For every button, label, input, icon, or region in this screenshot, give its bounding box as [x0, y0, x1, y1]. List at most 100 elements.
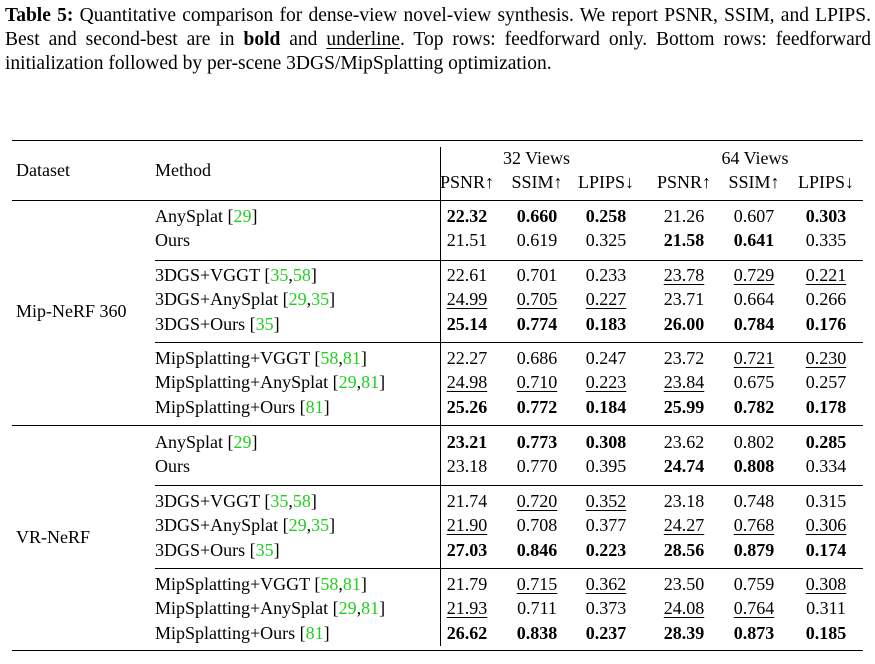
- cell: 28.56: [663, 539, 705, 560]
- cell: 0.838: [516, 622, 558, 643]
- cell: 0.710: [516, 372, 558, 393]
- method: MipSplatting+AnySplat [29,81]: [155, 598, 386, 619]
- cell: 0.395: [585, 456, 627, 477]
- cell: 21.51: [446, 230, 488, 251]
- header-metric: PSNR↑: [439, 172, 495, 192]
- cell: 23.78: [663, 265, 705, 285]
- caption-text: Quantitative comparison for dense-view n…: [5, 5, 871, 50]
- cell: 0.782: [733, 396, 775, 417]
- cell: 0.770: [516, 456, 558, 477]
- cell: 0.768: [733, 515, 775, 536]
- cell: 0.377: [585, 515, 627, 536]
- header-metric: PSNR↑: [656, 172, 712, 192]
- header-metric: SSIM↑: [728, 172, 780, 192]
- caption-underline: underline: [326, 29, 400, 50]
- method: MipSplatting+VGGT [58,81]: [155, 348, 367, 368]
- dataset: VR-NeRF: [16, 527, 91, 548]
- rule: [12, 200, 863, 201]
- cell: 0.223: [585, 539, 627, 560]
- cell: 24.98: [446, 372, 488, 393]
- method: 3DGS+VGGT [35,58]: [155, 265, 317, 285]
- cell: 0.773: [516, 432, 558, 452]
- method: AnySplat [29]: [155, 432, 258, 452]
- cell: 0.607: [733, 206, 775, 226]
- cell: 27.03: [446, 539, 488, 560]
- cell: 0.352: [585, 491, 627, 511]
- rule: [155, 260, 863, 261]
- cell: 25.26: [446, 396, 488, 417]
- rule: [440, 147, 441, 646]
- cell: 0.711: [517, 598, 557, 619]
- cell: 0.708: [516, 515, 558, 536]
- cell: 23.18: [446, 456, 488, 477]
- header-group: 64 Views: [721, 148, 789, 168]
- cell: 23.62: [663, 432, 705, 452]
- method: MipSplatting+Ours [81]: [155, 622, 330, 643]
- cell: 0.701: [516, 265, 558, 285]
- header-metric: LPIPS↓: [797, 172, 855, 192]
- cell: 0.237: [585, 622, 627, 643]
- rule: [12, 140, 863, 142]
- cell: 28.39: [663, 622, 705, 643]
- cell: 0.334: [805, 456, 847, 477]
- cell: 0.325: [585, 230, 627, 251]
- caption-label: Table 5:: [5, 5, 74, 26]
- cell: 0.715: [516, 574, 558, 594]
- cell: 24.99: [446, 289, 488, 310]
- cell: 0.230: [805, 348, 847, 368]
- cell: 0.619: [516, 230, 558, 251]
- cell: 0.748: [733, 491, 775, 511]
- cell: 0.774: [516, 313, 558, 334]
- cell: 23.84: [663, 372, 705, 393]
- header: Dataset: [16, 160, 70, 180]
- header: Method: [155, 160, 211, 180]
- cell: 23.72: [663, 348, 705, 368]
- cell: 0.183: [585, 313, 627, 334]
- cell: 22.32: [446, 206, 488, 226]
- cell: 0.705: [516, 289, 558, 310]
- rule: [12, 650, 863, 652]
- cell: 0.720: [516, 491, 558, 511]
- dataset: Mip-NeRF 360: [16, 301, 127, 322]
- header-metric: LPIPS↓: [577, 172, 635, 192]
- cell: 0.258: [585, 206, 627, 226]
- cell: 25.99: [663, 396, 705, 417]
- method: 3DGS+Ours [35]: [155, 313, 280, 334]
- cell: 0.772: [516, 396, 558, 417]
- cell: 0.784: [733, 313, 775, 334]
- cell: 0.759: [733, 574, 775, 594]
- cell: 0.335: [805, 230, 847, 251]
- cell: 24.27: [663, 515, 705, 536]
- cell: 22.61: [446, 265, 488, 285]
- method: MipSplatting+VGGT [58,81]: [155, 574, 367, 594]
- cell: 21.90: [446, 515, 488, 536]
- cell: 21.58: [663, 230, 705, 251]
- cell: 0.308: [805, 574, 847, 594]
- cell: 0.247: [585, 348, 627, 368]
- cell: 0.660: [516, 206, 558, 226]
- cell: 0.846: [516, 539, 558, 560]
- method: Ours: [155, 230, 190, 251]
- cell: 23.50: [663, 574, 705, 594]
- cell: 24.08: [663, 598, 705, 619]
- cell: 23.71: [663, 289, 705, 310]
- cell: 21.93: [446, 598, 488, 619]
- cell: 0.373: [585, 598, 627, 619]
- cell: 0.285: [805, 432, 847, 452]
- cell: 0.764: [733, 598, 775, 619]
- cell: 0.879: [733, 539, 775, 560]
- cell: 23.18: [663, 491, 705, 511]
- cell: 22.27: [446, 348, 488, 368]
- method: 3DGS+AnySplat [29,35]: [155, 515, 336, 536]
- method: 3DGS+Ours [35]: [155, 539, 280, 560]
- cell: 24.74: [663, 456, 705, 477]
- cell: 0.729: [733, 265, 775, 285]
- caption-bold: bold: [243, 29, 281, 50]
- cell: 0.174: [805, 539, 847, 560]
- cell: 0.303: [805, 206, 847, 226]
- cell: 0.184: [585, 396, 627, 417]
- cell: 0.721: [733, 348, 775, 368]
- cell: 0.802: [733, 432, 775, 452]
- cell: 21.79: [446, 574, 488, 594]
